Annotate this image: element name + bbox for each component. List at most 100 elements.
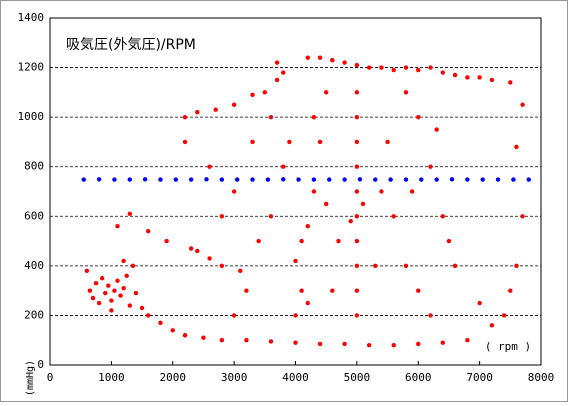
x-tick-label: 0 <box>47 371 54 384</box>
point <box>440 340 445 345</box>
point <box>287 139 292 145</box>
point <box>231 189 237 194</box>
y-axis-label: (mmHg) <box>25 360 36 396</box>
point <box>311 177 317 182</box>
point <box>391 67 396 73</box>
point <box>262 90 268 95</box>
point <box>274 60 280 65</box>
point <box>311 189 317 194</box>
x-tick-label: 5000 <box>344 371 371 384</box>
point <box>391 342 396 348</box>
point <box>256 238 261 244</box>
y-tick-label: 800 <box>24 160 44 173</box>
point <box>342 60 347 65</box>
point <box>281 177 286 182</box>
point <box>330 57 335 63</box>
point <box>354 90 360 95</box>
point <box>354 114 360 120</box>
point <box>268 214 274 219</box>
point <box>403 263 409 269</box>
point <box>477 75 482 80</box>
point <box>281 164 286 169</box>
point <box>112 288 117 293</box>
point <box>419 177 424 182</box>
point <box>106 283 111 288</box>
point <box>354 139 360 145</box>
point <box>391 214 396 219</box>
point <box>416 114 421 120</box>
point <box>305 300 310 306</box>
point <box>265 177 271 182</box>
point <box>354 313 360 318</box>
y-tick-label: 0 <box>37 358 44 371</box>
point <box>207 164 212 169</box>
chart-title: 吸気圧(外気圧)/RPM <box>66 37 196 53</box>
point <box>330 288 335 293</box>
point <box>327 177 332 182</box>
point <box>115 224 120 229</box>
x-tick-label: 2000 <box>160 371 187 384</box>
point <box>440 214 445 219</box>
point <box>170 328 175 333</box>
point <box>219 177 225 182</box>
point <box>84 268 90 274</box>
point <box>146 313 151 318</box>
point <box>219 214 225 219</box>
point <box>250 92 255 98</box>
point <box>118 293 123 298</box>
point <box>201 335 206 340</box>
point <box>354 214 360 219</box>
x-tick-label: 7000 <box>466 371 493 384</box>
point <box>379 65 384 70</box>
point <box>121 285 126 291</box>
y-tick-label: 1000 <box>18 110 45 123</box>
point <box>409 189 415 194</box>
y-tick-label: 1400 <box>18 11 45 24</box>
y-tick-label: 600 <box>24 209 44 222</box>
point <box>274 77 280 83</box>
point <box>354 62 360 68</box>
point <box>388 177 393 182</box>
point <box>428 164 433 169</box>
point <box>281 70 286 75</box>
point <box>182 333 188 338</box>
plot-border <box>49 17 542 366</box>
x-tick-label: 3000 <box>221 371 248 384</box>
point <box>385 139 390 145</box>
point <box>501 313 507 318</box>
point <box>323 90 329 95</box>
point <box>520 102 525 107</box>
point <box>323 201 329 207</box>
point <box>87 288 93 293</box>
x-tick-label: 8000 <box>528 371 555 384</box>
point <box>238 268 243 274</box>
point <box>250 139 255 145</box>
point <box>305 224 310 229</box>
x-tick-label: 6000 <box>405 371 432 384</box>
point <box>366 65 372 70</box>
point <box>416 288 421 293</box>
point <box>127 177 132 182</box>
point <box>231 102 237 107</box>
point <box>124 273 129 278</box>
point <box>449 177 455 182</box>
point <box>446 238 452 244</box>
point <box>293 340 298 345</box>
y-tick-label: 200 <box>24 308 44 321</box>
point <box>520 214 525 219</box>
point <box>204 177 209 182</box>
point <box>213 107 218 112</box>
point <box>508 80 513 85</box>
point <box>526 177 531 182</box>
point <box>465 75 470 80</box>
point <box>373 177 378 182</box>
y-tick-label: 1200 <box>18 61 45 74</box>
point <box>511 177 516 182</box>
point <box>121 258 126 264</box>
point <box>514 144 519 150</box>
point <box>158 177 163 182</box>
y-tick-label: 400 <box>24 259 44 272</box>
point <box>403 177 409 182</box>
point <box>354 238 360 244</box>
